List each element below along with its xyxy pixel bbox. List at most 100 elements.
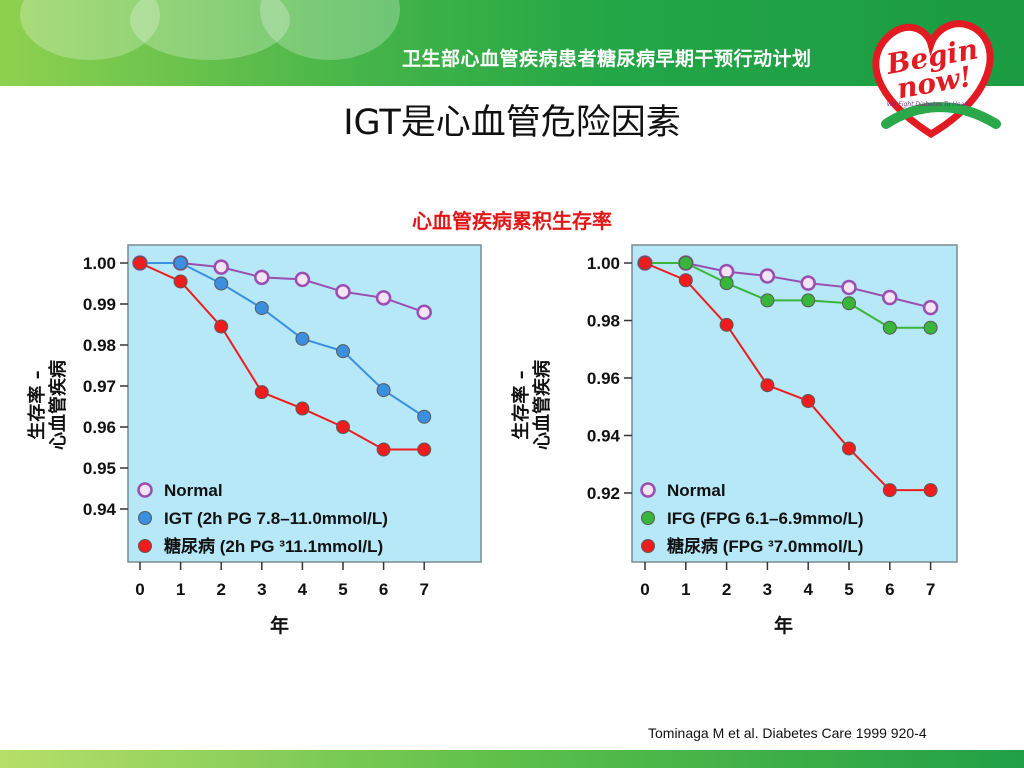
data-point-normal [213,259,229,275]
x-tick-label: 0 [135,580,144,599]
x-tick-label: 1 [176,580,185,599]
banner-title: 卫生部心血管疾病患者糖尿病早期干预行动计划 [402,48,812,70]
data-point-diabetes [214,319,229,334]
data-point-normal [759,268,776,284]
data-point-igt [336,344,350,359]
y-tick-label: 0.94 [83,500,117,519]
data-point-ifg [923,320,938,335]
header-banner: 卫生部心血管疾病患者糖尿病早期干预行动计划 [0,0,1024,86]
x-tick-label: 6 [379,580,388,599]
data-point-diabetes [638,256,652,270]
data-point-diabetes [760,378,775,393]
data-point-normal [416,304,432,320]
data-point-igt [254,301,269,316]
legend-marker-diabetes [641,539,655,553]
x-tick-label: 3 [257,580,266,599]
legend-marker-diabetes [138,539,152,553]
data-point-normal [254,269,270,286]
footer-bar [0,750,1024,768]
data-point-diabetes [801,394,816,408]
x-tick-label: 2 [216,580,225,599]
data-point-diabetes [719,317,734,332]
data-point-normal [335,283,351,300]
data-point-ifg [842,296,856,311]
x-tick-label: 0 [640,580,649,599]
data-point-ifg [801,293,816,308]
legend-marker-normal [137,482,153,498]
data-point-diabetes [923,483,938,498]
data-point-diabetes [882,483,897,498]
series-line-diabetes [644,262,931,492]
x-tick-label: 4 [298,580,308,599]
data-point-diabetes [842,441,856,456]
y-tick-label: 0.98 [587,312,620,331]
data-point-ifg [760,293,775,308]
x-tick-label: 7 [419,580,428,599]
chart-group-title: 心血管疾病累积生存率 [412,209,612,233]
x-tick-label: 3 [763,580,772,599]
data-point-normal [882,289,898,306]
slide-title: IGT是心血管危险因素 [343,103,681,143]
data-point-normal [294,271,311,288]
data-point-normal [375,290,392,306]
legend-marker-normal [640,482,656,498]
legend-marker-ifg [641,511,655,525]
y-tick-label: 0.97 [83,377,116,396]
y-axis-label-line2: 心血管疾病 [532,360,553,450]
y-tick-label: 0.96 [587,369,620,388]
data-point-igt [214,276,229,291]
y-tick-label: 0.94 [587,427,621,446]
legend-label-diabetes: 糖尿病 (FPG ³7.0mmol/L) [667,536,863,556]
legend-marker-igt [138,511,152,525]
x-tick-label: 6 [885,580,894,599]
plot-area [631,244,958,563]
data-point-igt [173,256,188,270]
data-point-diabetes [376,442,391,457]
data-point-normal [841,279,857,296]
series-line-igt [140,262,425,418]
series-line-diabetes [139,262,425,451]
begin-now-logo: Begin now! We Fight Diabetes To Heart [856,4,1006,154]
data-point-diabetes [133,256,147,270]
data-point-igt [417,409,432,424]
y-tick-label: 1.00 [83,254,116,273]
legend-label-normal: Normal [164,481,223,500]
x-tick-label: 2 [722,580,731,599]
data-point-diabetes [173,274,188,289]
x-tick-label: 1 [681,580,690,599]
y-axis-label-right: 生存率 – 心血管疾病 [511,335,553,475]
series-line-ifg [645,262,931,329]
data-point-diabetes [336,420,350,434]
data-point-ifg [719,276,734,291]
y-tick-label: 0.98 [83,336,116,355]
legend-label-igt: IGT (2h PG 7.8–11.0mmol/L) [164,509,388,528]
data-point-diabetes [417,442,432,457]
data-point-igt [376,383,391,398]
data-point-diabetes [295,401,310,416]
y-tick-label: 0.96 [83,418,116,437]
x-axis-label-right: 年 [774,615,794,637]
legend-label-diabetes: 糖尿病 (2h PG ³11.1mmol/L) [164,536,383,556]
data-point-igt [295,331,310,346]
data-point-diabetes [254,385,269,400]
x-tick-label: 7 [926,580,935,599]
legend-label-normal: Normal [667,481,726,500]
x-tick-label: 4 [803,580,813,599]
x-tick-label: 5 [338,580,347,599]
data-point-normal [800,275,816,291]
y-axis-label-line1: 生存率 – [511,370,532,440]
y-tick-label: 0.99 [83,295,116,314]
y-tick-label: 0.92 [587,484,620,503]
x-tick-label: 5 [844,580,853,599]
y-tick-label: 1.00 [587,254,620,273]
data-point-ifg [678,256,693,270]
x-axis-label-left: 年 [270,615,290,637]
citation: Tominaga M et al. Diabetes Care 1999 920… [648,725,927,741]
logo-tagline: We Fight Diabetes To Heart [887,101,970,108]
data-point-diabetes [678,273,693,288]
data-point-normal [922,299,939,316]
legend-label-ifg: IFG (FPG 6.1–6.9mmo/L) [667,509,864,528]
data-point-ifg [882,320,897,335]
